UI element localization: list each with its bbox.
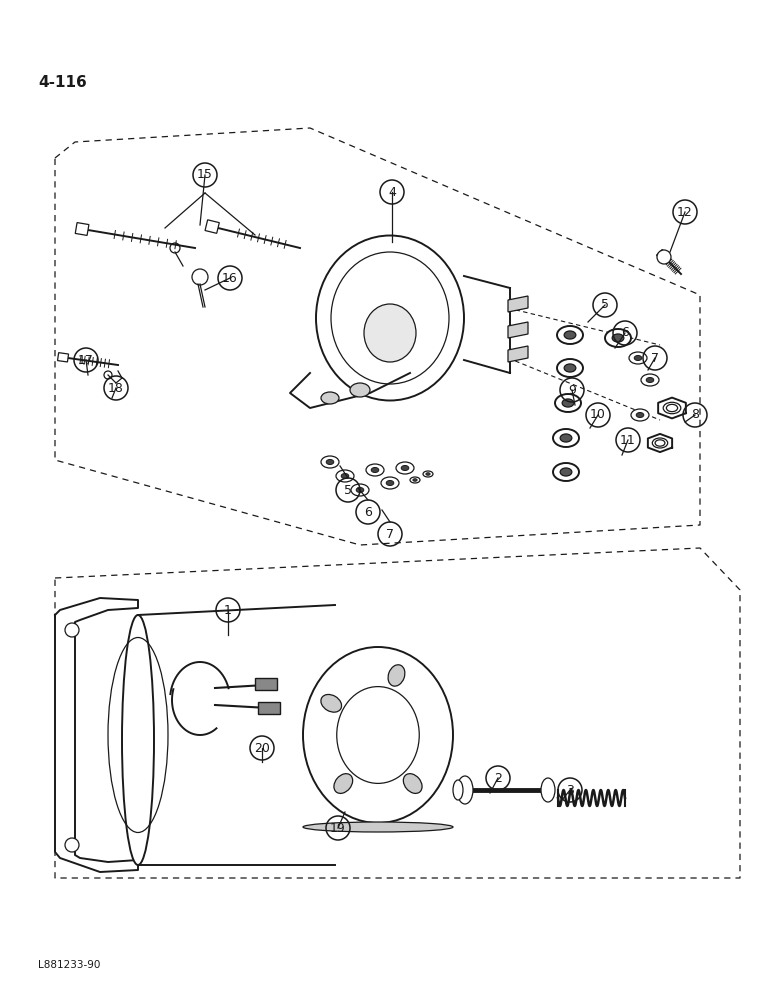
Ellipse shape xyxy=(364,304,416,362)
Text: L881233-90: L881233-90 xyxy=(38,960,100,970)
Ellipse shape xyxy=(381,477,399,489)
Text: 15: 15 xyxy=(197,168,213,182)
Ellipse shape xyxy=(386,480,394,486)
Text: 5: 5 xyxy=(601,298,609,312)
Ellipse shape xyxy=(303,822,453,832)
Ellipse shape xyxy=(371,467,379,473)
Ellipse shape xyxy=(122,615,154,865)
Ellipse shape xyxy=(453,780,463,800)
Polygon shape xyxy=(648,434,672,452)
Text: 19: 19 xyxy=(330,822,346,834)
Ellipse shape xyxy=(553,429,579,447)
Polygon shape xyxy=(75,223,89,235)
Polygon shape xyxy=(58,353,69,362)
Ellipse shape xyxy=(336,470,354,482)
Ellipse shape xyxy=(426,473,430,475)
Ellipse shape xyxy=(356,487,364,493)
Ellipse shape xyxy=(560,434,572,442)
Polygon shape xyxy=(138,605,335,865)
Ellipse shape xyxy=(553,463,579,481)
Polygon shape xyxy=(656,250,668,261)
Ellipse shape xyxy=(562,399,574,407)
Ellipse shape xyxy=(388,665,405,686)
Ellipse shape xyxy=(334,774,353,793)
Ellipse shape xyxy=(403,774,422,793)
Text: 5: 5 xyxy=(344,484,352,496)
Ellipse shape xyxy=(321,456,339,468)
Ellipse shape xyxy=(303,647,453,823)
Text: 7: 7 xyxy=(386,528,394,540)
Ellipse shape xyxy=(541,778,555,802)
Ellipse shape xyxy=(557,359,583,377)
Polygon shape xyxy=(508,296,528,312)
Ellipse shape xyxy=(636,412,644,418)
Ellipse shape xyxy=(641,374,659,386)
Ellipse shape xyxy=(605,329,631,347)
Ellipse shape xyxy=(401,465,409,471)
Ellipse shape xyxy=(366,464,384,476)
Ellipse shape xyxy=(560,468,572,476)
Text: 10: 10 xyxy=(590,408,606,422)
Text: 11: 11 xyxy=(620,434,636,446)
Ellipse shape xyxy=(557,326,583,344)
Text: 7: 7 xyxy=(651,352,659,364)
Ellipse shape xyxy=(316,235,464,400)
Text: 4-116: 4-116 xyxy=(38,75,86,90)
Circle shape xyxy=(65,838,79,852)
Text: 6: 6 xyxy=(364,506,372,518)
Text: 6: 6 xyxy=(621,326,629,340)
Ellipse shape xyxy=(635,355,642,361)
Polygon shape xyxy=(205,220,219,233)
Text: 12: 12 xyxy=(677,206,693,219)
Ellipse shape xyxy=(351,484,369,496)
Ellipse shape xyxy=(327,459,334,465)
Ellipse shape xyxy=(631,409,649,421)
Text: 17: 17 xyxy=(78,354,94,366)
Ellipse shape xyxy=(564,364,576,372)
Text: 9: 9 xyxy=(568,383,576,396)
Text: 4: 4 xyxy=(388,186,396,198)
Ellipse shape xyxy=(555,394,581,412)
Polygon shape xyxy=(55,598,138,872)
Bar xyxy=(258,702,280,714)
Text: 1: 1 xyxy=(224,603,232,616)
Circle shape xyxy=(657,250,671,264)
Ellipse shape xyxy=(423,471,433,477)
Text: 3: 3 xyxy=(566,784,574,796)
Ellipse shape xyxy=(564,331,576,339)
Ellipse shape xyxy=(341,473,349,479)
Ellipse shape xyxy=(396,462,414,474)
Text: 8: 8 xyxy=(691,408,699,422)
Ellipse shape xyxy=(457,776,473,804)
Polygon shape xyxy=(508,322,528,338)
Polygon shape xyxy=(659,398,686,418)
Text: 20: 20 xyxy=(254,742,270,754)
Ellipse shape xyxy=(612,334,624,342)
Ellipse shape xyxy=(321,392,339,404)
Ellipse shape xyxy=(350,383,370,397)
Ellipse shape xyxy=(410,477,420,483)
Ellipse shape xyxy=(413,479,417,481)
Text: 16: 16 xyxy=(222,271,238,284)
Text: 18: 18 xyxy=(108,381,124,394)
Ellipse shape xyxy=(646,377,654,383)
Ellipse shape xyxy=(629,352,647,364)
Circle shape xyxy=(65,623,79,637)
Bar xyxy=(255,678,277,690)
Ellipse shape xyxy=(321,694,341,712)
Text: 2: 2 xyxy=(494,772,502,784)
Polygon shape xyxy=(508,346,528,362)
